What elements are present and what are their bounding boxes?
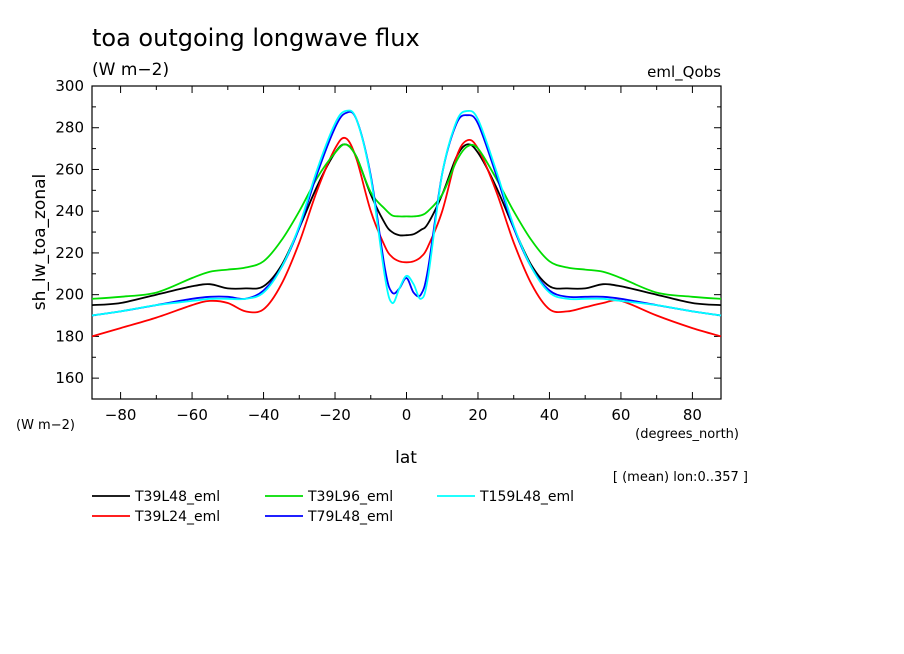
legend: T39L48_eml T39L24_eml T39L96_eml T79L48_eml… (92, 489, 574, 525)
y-tick-label: 200 (55, 286, 84, 304)
y-axis-units: (W m−2) (16, 418, 75, 433)
series-line-t79l48-eml (91, 110, 722, 317)
legend-label: T79L48_eml (307, 509, 393, 525)
y-tick-label: 260 (55, 160, 84, 178)
plot-frame (91, 85, 722, 400)
x-tick-label: −80 (105, 406, 137, 424)
x-tick-label: −20 (319, 406, 351, 424)
y-tick-label: 180 (55, 327, 84, 345)
x-tick-label: 80 (683, 406, 702, 424)
experiment-label: eml_Qobs (647, 63, 721, 82)
x-tick-label: 0 (402, 406, 412, 424)
chart-units: (W m−2) (92, 60, 169, 80)
series-line-t159l48-eml (91, 109, 722, 317)
legend-label: T159L48_eml (479, 489, 574, 505)
x-tick-label: −60 (176, 406, 208, 424)
series-line-t39l48-eml (91, 143, 722, 306)
footer-note: [ (mean) lon:0..357 ] (613, 470, 748, 485)
series-line-t39l96-eml (91, 143, 722, 300)
x-tick-label: −40 (248, 406, 280, 424)
chart-title: toa outgoing longwave flux (92, 24, 420, 52)
y-tick-label: 220 (55, 244, 84, 262)
x-tick-label: 60 (611, 406, 630, 424)
x-axis-label: lat (395, 448, 417, 468)
y-axis-label: sh_lw_toa_zonal (30, 174, 50, 310)
series-line-t39l24-eml (91, 136, 722, 338)
x-axis-units: (degrees_north) (635, 427, 739, 442)
legend-label: T39L96_eml (307, 489, 393, 505)
y-tick-label: 280 (55, 119, 84, 137)
legend-label: T39L48_eml (134, 489, 220, 505)
axis-ticks: −80 −60 −40 −20 0 20 40 60 80 160 180 200 220 240 260 2… (55, 77, 721, 424)
y-tick-label: 160 (55, 369, 84, 387)
series-lines (91, 109, 722, 338)
legend-label: T39L24_eml (134, 509, 220, 525)
y-tick-label: 300 (55, 77, 84, 95)
y-tick-label: 240 (55, 202, 84, 220)
x-tick-label: 20 (468, 406, 487, 424)
x-tick-label: 40 (540, 406, 559, 424)
